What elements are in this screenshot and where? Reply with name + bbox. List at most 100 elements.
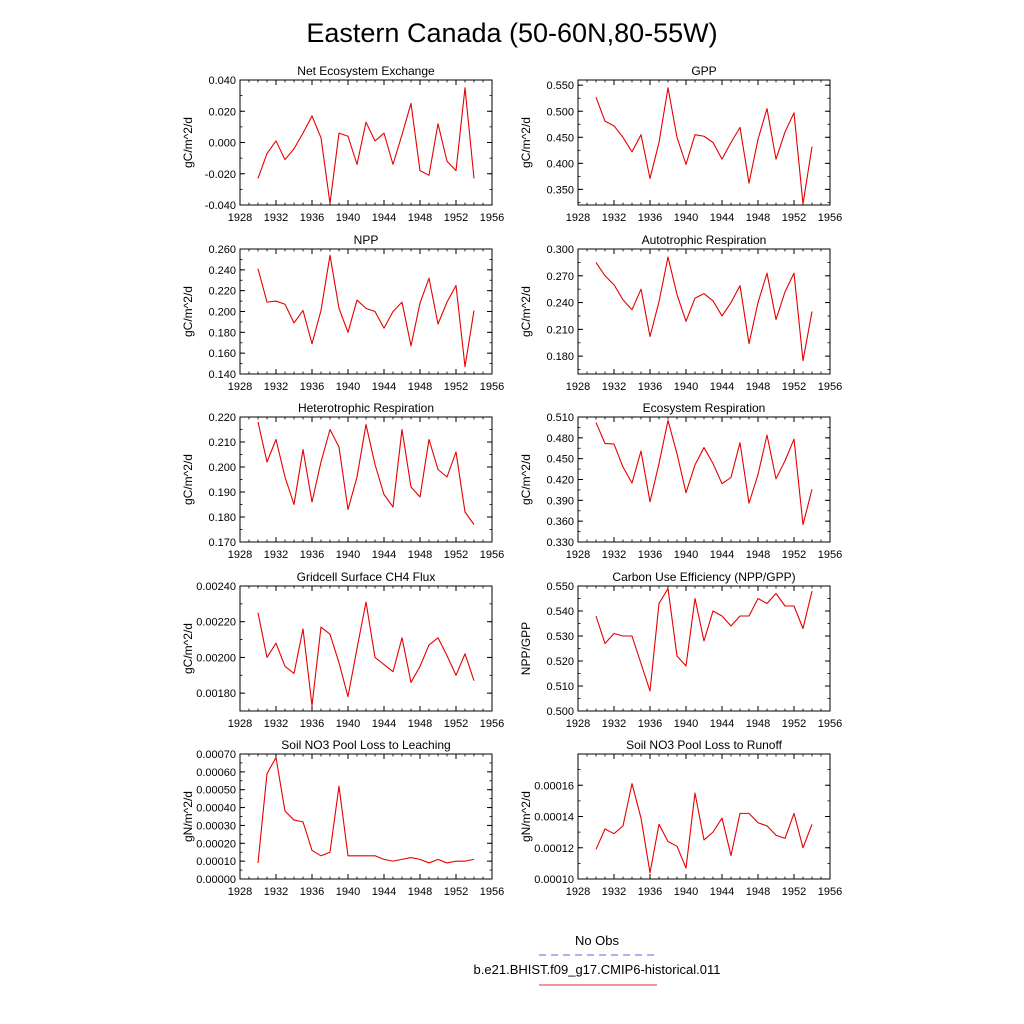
x-tick-label: 1932 xyxy=(602,212,626,224)
x-tick-label: 1940 xyxy=(674,718,698,730)
chart-panel: 1928 1932 1936 1940 1944 1948 1952 1956 0.00000 0… xyxy=(181,738,504,898)
panel-title: Gridcell Surface CH4 Flux xyxy=(297,570,436,584)
figure-title: Eastern Canada (50-60N,80-55W) xyxy=(306,18,717,48)
x-tick-label: 1940 xyxy=(336,718,360,730)
panel-title: Ecosystem Respiration xyxy=(643,401,766,415)
chart-panel: 1928 1932 1936 1940 1944 1948 1952 1956 0.500 0.5… xyxy=(519,570,842,730)
x-tick-label: 1944 xyxy=(372,549,396,561)
series-line xyxy=(257,757,475,864)
x-tick-label: 1940 xyxy=(336,886,360,898)
y-tick-label: 0.170 xyxy=(208,537,236,549)
x-tick-label: 1928 xyxy=(228,718,252,730)
y-tick-label: 0.550 xyxy=(546,581,574,593)
series-line xyxy=(257,254,475,368)
y-tick-label: 0.220 xyxy=(208,286,236,298)
x-tick-label: 1936 xyxy=(638,549,662,561)
x-tick-label: 1932 xyxy=(602,549,626,561)
x-tick-label: 1948 xyxy=(746,549,770,561)
x-tick-label: 1928 xyxy=(566,718,590,730)
x-tick-label: 1944 xyxy=(710,886,734,898)
x-tick-label: 1952 xyxy=(782,212,806,224)
x-tick-label: 1944 xyxy=(372,718,396,730)
x-tick-label: 1932 xyxy=(264,886,288,898)
y-axis-label: gC/m^2/d xyxy=(519,117,533,168)
x-tick-label: 1948 xyxy=(746,212,770,224)
x-tick-label: 1928 xyxy=(566,549,590,561)
x-tick-label: 1952 xyxy=(444,718,468,730)
x-tick-label: 1940 xyxy=(674,212,698,224)
x-tick-label: 1952 xyxy=(444,212,468,224)
y-tick-label: 0.00060 xyxy=(196,767,236,779)
y-tick-label: 0.200 xyxy=(208,307,236,319)
y-axis-label: NPP/GPP xyxy=(519,622,533,675)
y-tick-label: 0.00200 xyxy=(196,652,236,664)
x-tick-label: 1932 xyxy=(602,718,626,730)
x-tick-label: 1944 xyxy=(372,381,396,393)
y-tick-label: 0.420 xyxy=(546,475,574,487)
legend-label-no-obs: No Obs xyxy=(575,933,620,948)
y-tick-label: 0.350 xyxy=(546,184,574,196)
x-tick-label: 1944 xyxy=(710,718,734,730)
y-tick-label: 0.270 xyxy=(546,271,574,283)
chart-panel: 1928 1932 1936 1940 1944 1948 1952 1956 0.170 0.1… xyxy=(181,401,504,561)
y-tick-label: 0.00040 xyxy=(196,803,236,815)
y-tick-label: 0.450 xyxy=(546,454,574,466)
x-tick-label: 1956 xyxy=(818,549,842,561)
y-tick-label: 0.480 xyxy=(546,433,574,445)
x-tick-label: 1936 xyxy=(638,381,662,393)
panel-title: Soil NO3 Pool Loss to Leaching xyxy=(281,738,450,752)
x-tick-label: 1940 xyxy=(336,381,360,393)
y-tick-label: 0.210 xyxy=(208,437,236,449)
x-tick-label: 1944 xyxy=(710,212,734,224)
x-tick-label: 1936 xyxy=(638,718,662,730)
x-tick-label: 1928 xyxy=(566,212,590,224)
x-tick-label: 1940 xyxy=(674,549,698,561)
y-tick-label: 0.00000 xyxy=(196,874,236,886)
y-tick-label: 0.180 xyxy=(208,327,236,339)
y-tick-label: 0.00220 xyxy=(196,617,236,629)
x-tick-label: 1956 xyxy=(818,212,842,224)
x-tick-label: 1956 xyxy=(818,718,842,730)
y-tick-label: 0.260 xyxy=(208,244,236,256)
x-tick-label: 1928 xyxy=(228,886,252,898)
y-tick-label: 0.000 xyxy=(208,138,236,150)
x-tick-label: 1948 xyxy=(746,381,770,393)
y-tick-label: 0.450 xyxy=(546,132,574,144)
y-tick-label: 0.140 xyxy=(208,369,236,381)
x-tick-label: 1952 xyxy=(782,549,806,561)
y-tick-label: 0.190 xyxy=(208,487,236,499)
panel-title: Autotrophic Respiration xyxy=(642,233,767,247)
series-line xyxy=(257,87,475,204)
y-tick-label: 0.00010 xyxy=(534,874,574,886)
y-tick-label: 0.500 xyxy=(546,106,574,118)
x-tick-label: 1940 xyxy=(674,886,698,898)
y-tick-label: 0.550 xyxy=(546,80,574,92)
x-tick-label: 1944 xyxy=(710,381,734,393)
series-line xyxy=(257,601,475,707)
panel-title: GPP xyxy=(691,64,716,78)
chart-panel: 1928 1932 1936 1940 1944 1948 1952 1956 0.00010 0… xyxy=(519,738,842,898)
x-tick-label: 1932 xyxy=(602,886,626,898)
y-tick-label: 0.00016 xyxy=(534,780,574,792)
y-axis-label: gC/m^2/d xyxy=(181,286,195,337)
x-tick-label: 1936 xyxy=(638,212,662,224)
y-tick-label: 0.540 xyxy=(546,606,574,618)
x-tick-label: 1948 xyxy=(408,212,432,224)
x-tick-label: 1944 xyxy=(372,886,396,898)
series-line xyxy=(595,783,813,874)
y-tick-label: 0.520 xyxy=(546,656,574,668)
panel-title: Carbon Use Efficiency (NPP/GPP) xyxy=(612,570,795,584)
x-tick-label: 1956 xyxy=(480,886,504,898)
series-line xyxy=(595,87,813,205)
x-tick-label: 1956 xyxy=(480,212,504,224)
y-tick-label: 0.180 xyxy=(546,351,574,363)
x-tick-label: 1948 xyxy=(746,886,770,898)
x-tick-label: 1940 xyxy=(336,549,360,561)
panel-title: Net Ecosystem Exchange xyxy=(297,64,435,78)
x-tick-label: 1956 xyxy=(818,886,842,898)
x-tick-label: 1928 xyxy=(228,212,252,224)
y-tick-label: 0.500 xyxy=(546,706,574,718)
x-tick-label: 1940 xyxy=(336,212,360,224)
x-tick-label: 1948 xyxy=(408,381,432,393)
